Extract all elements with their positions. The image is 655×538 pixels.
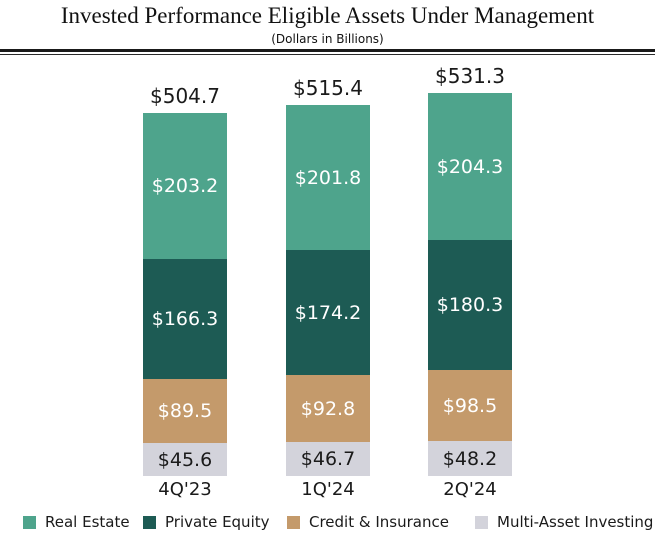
x-axis-label: 1Q'24 [301, 479, 355, 500]
stacked-bar: $203.2 $166.3 $89.5 $45.6 [143, 113, 227, 476]
legend-label-multi-asset-investing: Multi-Asset Investing [497, 513, 654, 531]
legend-swatch-real-estate [23, 515, 36, 529]
segment-multi-asset-investing: $45.6 [143, 443, 227, 476]
segment-real-estate: $201.8 [286, 105, 370, 250]
stacked-bar: $201.8 $174.2 $92.8 $46.7 [286, 105, 370, 476]
stacked-bar: $204.3 $180.3 $98.5 $48.2 [428, 93, 512, 476]
legend-item-real-estate: Real Estate [23, 513, 130, 531]
page-subtitle: (Dollars in Billions) [271, 32, 384, 46]
segment-private-equity: $166.3 [143, 259, 227, 379]
legend-item-credit-insurance: Credit & Insurance [287, 513, 449, 531]
bar-total-label: $531.3 [435, 64, 505, 88]
page-title: Invested Performance Eligible Assets Und… [60, 3, 595, 28]
segment-credit-insurance: $89.5 [143, 379, 227, 443]
segment-private-equity: $174.2 [286, 250, 370, 375]
legend-swatch-multi-asset-investing [475, 515, 488, 529]
header-rule-thin [0, 54, 655, 55]
chart-area: $504.7 $203.2 $166.3 $89.5 $45.6 4Q'23 $515.4 $… [0, 58, 655, 500]
bar-group: $531.3 $204.3 $180.3 $98.5 $48.2 [428, 64, 512, 476]
legend-swatch-credit-insurance [287, 515, 300, 529]
bar-total-label: $504.7 [150, 84, 220, 108]
segment-credit-insurance: $98.5 [428, 370, 512, 441]
legend-item-private-equity: Private Equity [143, 513, 270, 531]
segment-credit-insurance: $92.8 [286, 375, 370, 442]
legend-label-real-estate: Real Estate [45, 513, 130, 531]
header-rule-thick [0, 49, 655, 52]
bar-total-label: $515.4 [293, 76, 363, 100]
legend-label-private-equity: Private Equity [165, 513, 270, 531]
bar-group: $504.7 $203.2 $166.3 $89.5 $45.6 [143, 84, 227, 476]
legend-item-multi-asset-investing: Multi-Asset Investing [475, 513, 653, 531]
x-axis-label: 2Q'24 [443, 479, 497, 500]
segment-real-estate: $203.2 [143, 113, 227, 259]
bar-group: $515.4 $201.8 $174.2 $92.8 $46.7 [286, 76, 370, 476]
legend-swatch-private-equity [143, 515, 156, 529]
segment-private-equity: $180.3 [428, 240, 512, 370]
segment-multi-asset-investing: $48.2 [428, 441, 512, 476]
x-axis-label: 4Q'23 [158, 479, 212, 500]
segment-multi-asset-investing: $46.7 [286, 442, 370, 476]
segment-real-estate: $204.3 [428, 93, 512, 240]
legend-label-credit-insurance: Credit & Insurance [309, 513, 449, 531]
